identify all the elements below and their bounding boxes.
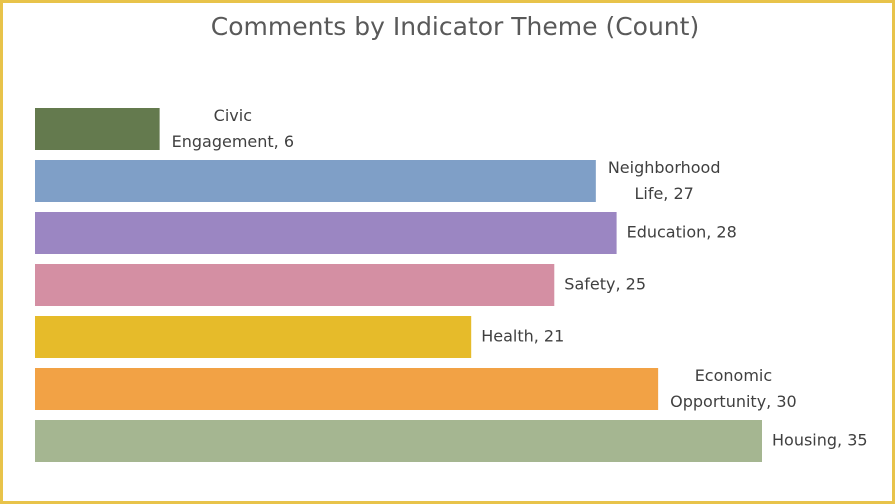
bar: Safety: [35, 264, 555, 306]
data-label: Economic Opportunity, 30: [670, 366, 797, 411]
bar: Housing: [35, 420, 762, 462]
bar: Neighborhood Life: [35, 160, 596, 202]
bar: Economic Opportunity: [35, 368, 659, 410]
bar: Health: [35, 316, 472, 358]
data-label: Housing, 35: [772, 431, 868, 450]
data-label: Neighborhood Life, 27: [608, 158, 721, 203]
data-label: Civic Engagement, 6: [172, 106, 294, 151]
chart-title: Comments by Indicator Theme (Count): [211, 12, 699, 41]
data-label: Safety, 25: [564, 275, 646, 294]
data-label: Education, 28: [627, 223, 737, 242]
bar: Education: [35, 212, 617, 254]
bar: Civic Engagement: [35, 108, 160, 150]
data-label: Health, 21: [481, 327, 564, 346]
